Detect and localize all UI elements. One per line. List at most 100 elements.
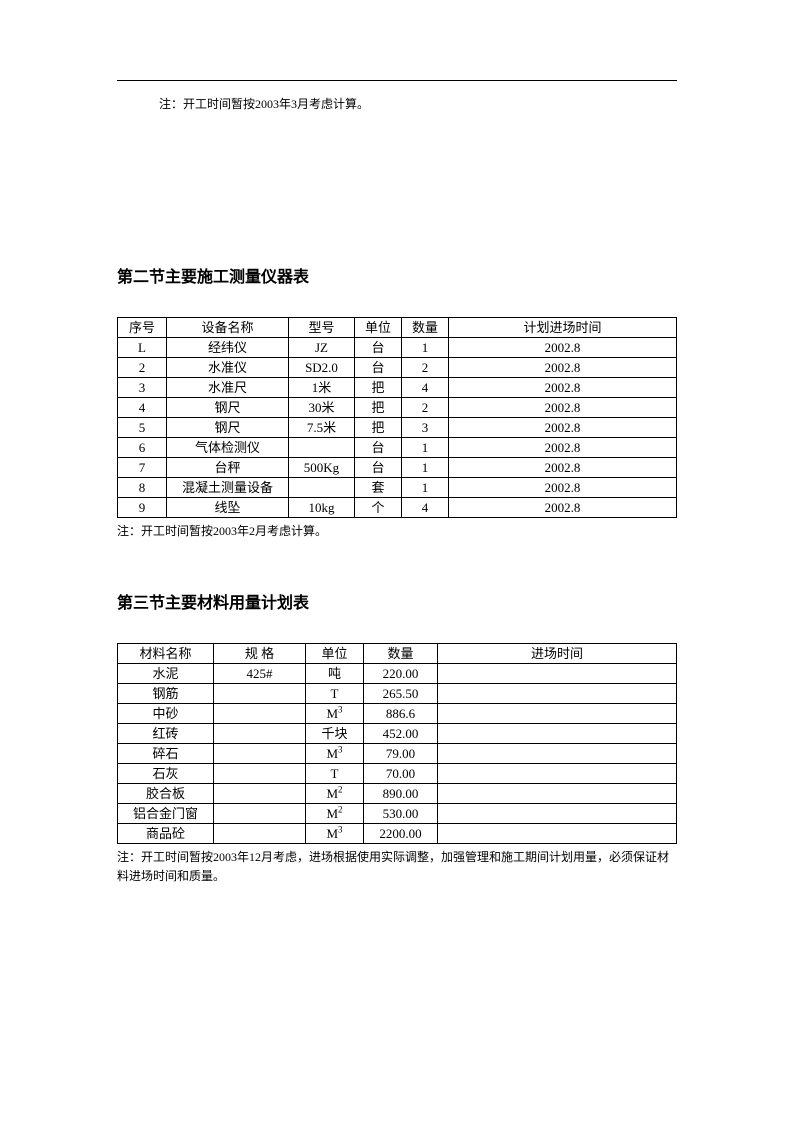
table-row: 7台秤500Kg台12002.8 <box>118 458 677 478</box>
table-cell: 1 <box>402 338 449 358</box>
table-cell: 452.00 <box>364 724 438 744</box>
table-cell: 1 <box>402 478 449 498</box>
table-cell: L <box>118 338 167 358</box>
table-cell: 6 <box>118 438 167 458</box>
table-cell: 890.00 <box>364 784 438 804</box>
table-cell: 425# <box>214 664 306 684</box>
table-cell: 把 <box>355 418 402 438</box>
table-cell <box>214 684 306 704</box>
table-header: 进场时间 <box>438 644 677 664</box>
table-cell: 套 <box>355 478 402 498</box>
table-cell: 2002.8 <box>449 478 677 498</box>
table-cell <box>214 784 306 804</box>
table-cell <box>438 784 677 804</box>
table-cell: 7.5米 <box>289 418 355 438</box>
table-cell: 水准仪 <box>167 358 289 378</box>
table-cell: M3 <box>306 704 364 724</box>
table-header: 单位 <box>306 644 364 664</box>
table-cell: 886.6 <box>364 704 438 724</box>
table-cell: 2002.8 <box>449 398 677 418</box>
table-cell <box>214 824 306 844</box>
table-cell: 台 <box>355 338 402 358</box>
table-cell: 把 <box>355 378 402 398</box>
table-cell: 石灰 <box>118 764 214 784</box>
table-cell <box>214 704 306 724</box>
table-row: 5钢尺7.5米把32002.8 <box>118 418 677 438</box>
table-row: 3水准尺1米把42002.8 <box>118 378 677 398</box>
table-cell <box>438 684 677 704</box>
table-cell: 混凝土测量设备 <box>167 478 289 498</box>
table-cell <box>214 804 306 824</box>
table-cell: 胶合板 <box>118 784 214 804</box>
table-row: 6气体检测仪台12002.8 <box>118 438 677 458</box>
table-cell: 2002.8 <box>449 358 677 378</box>
table-cell: 台秤 <box>167 458 289 478</box>
table-cell: 个 <box>355 498 402 518</box>
table-row: 水泥425#吨220.00 <box>118 664 677 684</box>
table-cell: 7 <box>118 458 167 478</box>
table-cell: 钢尺 <box>167 418 289 438</box>
table-row: 中砂M3886.6 <box>118 704 677 724</box>
table-cell <box>438 704 677 724</box>
table-cell: JZ <box>289 338 355 358</box>
table-cell <box>438 824 677 844</box>
table-cell: T <box>306 684 364 704</box>
table-header: 规 格 <box>214 644 306 664</box>
table-row: 8混凝土测量设备套12002.8 <box>118 478 677 498</box>
spacer <box>117 118 677 263</box>
table-cell: T <box>306 764 364 784</box>
table-cell: 气体检测仪 <box>167 438 289 458</box>
table-cell <box>214 744 306 764</box>
table-cell: 1 <box>402 458 449 478</box>
table-cell: 经纬仪 <box>167 338 289 358</box>
table-cell: 2002.8 <box>449 458 677 478</box>
table-cell: 2002.8 <box>449 438 677 458</box>
spacer <box>117 541 677 589</box>
table-cell: 铝合金门窗 <box>118 804 214 824</box>
note-2: 注：开工时间暂按2003年2月考虑计算。 <box>117 522 677 541</box>
table-cell: 220.00 <box>364 664 438 684</box>
table-cell: M3 <box>306 824 364 844</box>
table-cell: 9 <box>118 498 167 518</box>
table-cell: 水泥 <box>118 664 214 684</box>
table-cell: 530.00 <box>364 804 438 824</box>
note-1: 注：开工时间暂按2003年3月考虑计算。 <box>117 95 677 112</box>
table-row: 铝合金门窗M2530.00 <box>118 804 677 824</box>
table-row: 4钢尺30米把22002.8 <box>118 398 677 418</box>
table-cell: 千块 <box>306 724 364 744</box>
table-cell: 钢尺 <box>167 398 289 418</box>
table-header: 型号 <box>289 318 355 338</box>
table-cell <box>438 744 677 764</box>
table-cell: 2002.8 <box>449 338 677 358</box>
table-header: 材料名称 <box>118 644 214 664</box>
table-row: 商品砼M32200.00 <box>118 824 677 844</box>
table-cell: 10kg <box>289 498 355 518</box>
table-cell: 2002.8 <box>449 498 677 518</box>
table-cell: 1米 <box>289 378 355 398</box>
table-row: 石灰 T70.00 <box>118 764 677 784</box>
table-cell: 商品砼 <box>118 824 214 844</box>
table-cell <box>214 724 306 744</box>
table-row: 钢筋T265.50 <box>118 684 677 704</box>
table-cell <box>438 804 677 824</box>
note-3: 注：开工时间暂按2003年12月考虑，进场根据使用实际调整，加强管理和施工期间计… <box>117 848 677 886</box>
table-cell: 2 <box>402 358 449 378</box>
table-cell: 79.00 <box>364 744 438 764</box>
table-cell: 3 <box>118 378 167 398</box>
table-cell: 70.00 <box>364 764 438 784</box>
table-cell: 4 <box>402 498 449 518</box>
table-cell <box>438 724 677 744</box>
table-header: 数量 <box>402 318 449 338</box>
table-cell: 把 <box>355 398 402 418</box>
table-cell: 4 <box>118 398 167 418</box>
table-row: 胶合板M2890.00 <box>118 784 677 804</box>
table-cell: 红砖 <box>118 724 214 744</box>
table-row: L经纬仪JZ台12002.8 <box>118 338 677 358</box>
table-cell: 碎石 <box>118 744 214 764</box>
table-row: 红砖 千块452.00 <box>118 724 677 744</box>
table-cell: 台 <box>355 438 402 458</box>
table-row: 2水准仪SD2.0台22002.8 <box>118 358 677 378</box>
table-row: 碎石M379.00 <box>118 744 677 764</box>
table-cell: 30米 <box>289 398 355 418</box>
table-cell <box>214 764 306 784</box>
